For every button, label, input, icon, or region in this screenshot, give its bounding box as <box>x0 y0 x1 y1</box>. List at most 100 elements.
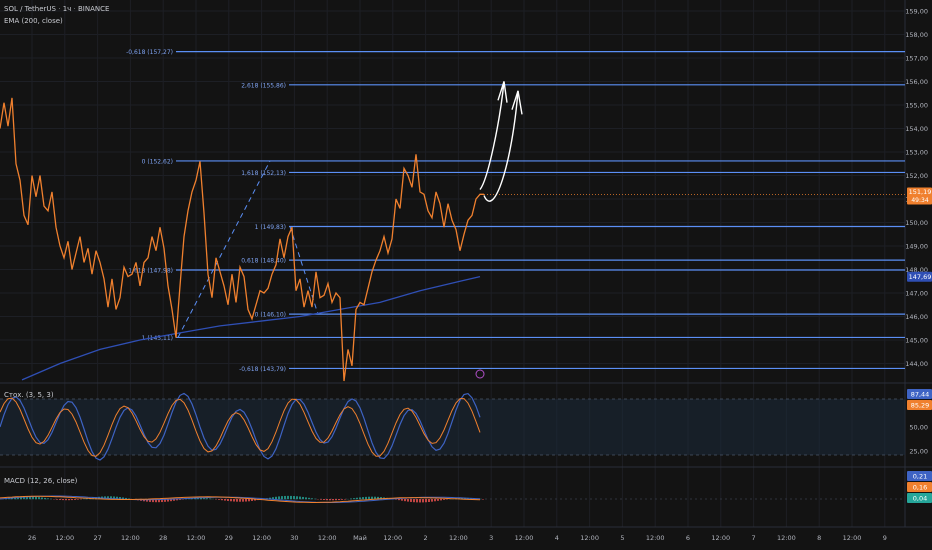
stochastic-pane <box>0 392 905 461</box>
macd-histogram-bar <box>287 495 289 500</box>
macd-histogram-bar <box>38 497 40 500</box>
macd-histogram-bar <box>374 496 376 500</box>
ema-price-value: 147,69 <box>909 273 932 281</box>
annotation-arrow-curve[interactable] <box>483 90 519 202</box>
time-axis-label: 2 <box>424 534 428 542</box>
macd-histogram-bar <box>119 497 121 500</box>
stoch-k-tag[interactable] <box>907 389 932 399</box>
macd-signal-value-tag[interactable] <box>907 482 932 492</box>
stoch-k-line <box>0 392 481 461</box>
annotation-arrowhead[interactable] <box>511 90 523 115</box>
macd-histogram-bar <box>110 496 112 500</box>
macd-signal-value: 0,16 <box>913 483 927 491</box>
macd-value-tag[interactable] <box>907 471 932 481</box>
macd-hist-value-tag[interactable] <box>907 493 932 503</box>
time-axis-label: 12:00 <box>777 534 796 542</box>
macd-histogram-bar <box>77 499 79 500</box>
price-axis-label: 155,00 <box>905 102 928 110</box>
fib-level-label: 1 (149,83) <box>255 224 286 231</box>
macd-histogram-bar <box>365 496 367 500</box>
fib-level-label: 0 (146,10) <box>255 312 286 319</box>
macd-histogram-bar <box>482 499 484 500</box>
macd-histogram-bar <box>305 497 307 500</box>
macd-histogram-bar <box>71 499 73 501</box>
fib-level-label: 1,618 (147,98) <box>128 267 173 274</box>
macd-histogram-bar <box>242 499 244 502</box>
fibonacci-levels[interactable]: -0,618 (157,27) 2,618 (155,86) 0 (152,62) 1… <box>126 49 905 373</box>
stoch-axis-label: 25,00 <box>909 448 928 456</box>
macd-histogram-bar <box>206 498 208 500</box>
macd-histogram-bar <box>269 497 271 500</box>
macd-pane <box>0 495 905 503</box>
macd-histogram-bar <box>332 499 334 501</box>
macd-histogram-bar <box>461 497 463 500</box>
macd-histogram-bar <box>236 499 238 502</box>
time-axis-label: 12:00 <box>449 534 468 542</box>
macd-legend[interactable]: MACD (12, 26, close) <box>4 477 78 485</box>
price-axis[interactable]: 159,00 158,00 157,00 156,00 155,00 154,00 153,… <box>905 8 932 504</box>
price-axis-label: 145,00 <box>905 337 928 345</box>
time-axis-label: 6 <box>686 534 690 542</box>
macd-value: 0,21 <box>913 472 927 480</box>
ema-line <box>21 275 481 381</box>
annotation-arrow-curve[interactable] <box>479 81 505 190</box>
time-axis-label: 27 <box>93 534 101 542</box>
fib-level-label: 0,618 (148,40) <box>241 258 286 265</box>
macd-histogram-bar <box>197 497 199 500</box>
macd-histogram-bar <box>308 497 310 500</box>
annotation-arrowhead[interactable] <box>497 81 508 103</box>
current-price-tag[interactable] <box>907 187 932 205</box>
macd-histogram-bar <box>320 499 322 500</box>
symbol-legend[interactable]: SOL / TetherUS · 1ч · BINANCE <box>4 5 110 13</box>
price-polyline <box>0 97 484 382</box>
macd-histogram-bar <box>125 497 127 500</box>
price-axis-label: 149,00 <box>905 243 928 251</box>
macd-histogram-bar <box>440 499 442 501</box>
macd-histogram-bar <box>35 496 37 500</box>
macd-histogram-bar <box>239 499 241 502</box>
price-axis-label: 150,00 <box>905 219 928 227</box>
time-axis[interactable]: 26 12:00 27 12:00 28 12:00 29 12:00 30 12:00 Май 12… <box>28 534 887 542</box>
macd-histogram-bar <box>410 499 412 502</box>
time-axis-label: 12:00 <box>843 534 862 542</box>
time-axis-label: 9 <box>883 534 887 542</box>
time-axis-label: 12:00 <box>252 534 271 542</box>
macd-histogram-bar <box>248 499 250 502</box>
macd-histogram-bar <box>149 499 151 502</box>
price-axis-label: 146,00 <box>905 313 928 321</box>
macd-histogram-bar <box>377 496 379 500</box>
macd-histogram-bar <box>41 497 43 500</box>
macd-histogram-bar <box>218 499 220 500</box>
event-marker-icon[interactable] <box>475 369 485 379</box>
stoch-d-tag[interactable] <box>907 400 932 410</box>
stoch-legend[interactable]: Стох. (3, 5, 3) <box>4 391 54 399</box>
macd-histogram-bar <box>23 496 25 500</box>
macd-histogram-bar <box>335 499 337 501</box>
macd-histogram-bar <box>209 498 211 500</box>
macd-histogram-bar <box>350 498 352 500</box>
fib-trend-dashed[interactable] <box>177 160 271 338</box>
time-axis-label: 5 <box>620 534 624 542</box>
macd-histogram-bar <box>416 499 418 503</box>
macd-histogram-bar <box>413 499 415 503</box>
stoch-band <box>0 399 905 455</box>
price-axis-label: 148,00 <box>905 266 928 274</box>
macd-histogram-bar <box>74 499 76 500</box>
macd-histogram-bar <box>161 499 163 503</box>
ema-legend[interactable]: EMA (200, close) <box>4 17 63 25</box>
macd-histogram-bar <box>434 499 436 502</box>
time-axis-label: 12:00 <box>711 534 730 542</box>
price-axis-label: 156,00 <box>905 78 928 86</box>
stoch-axis-label: 50,00 <box>909 424 928 432</box>
macd-histogram-bar <box>191 498 193 500</box>
drawing-annotations[interactable] <box>475 81 523 379</box>
price-axis-label: 159,00 <box>905 8 928 16</box>
ema-price-tag[interactable] <box>907 271 932 282</box>
macd-histogram-bar <box>32 496 34 500</box>
macd-histogram-bar <box>311 498 313 500</box>
fib-level-label: 2,618 (155,86) <box>241 82 286 89</box>
macd-histogram-bar <box>362 497 364 500</box>
macd-histogram-bar <box>44 497 46 500</box>
